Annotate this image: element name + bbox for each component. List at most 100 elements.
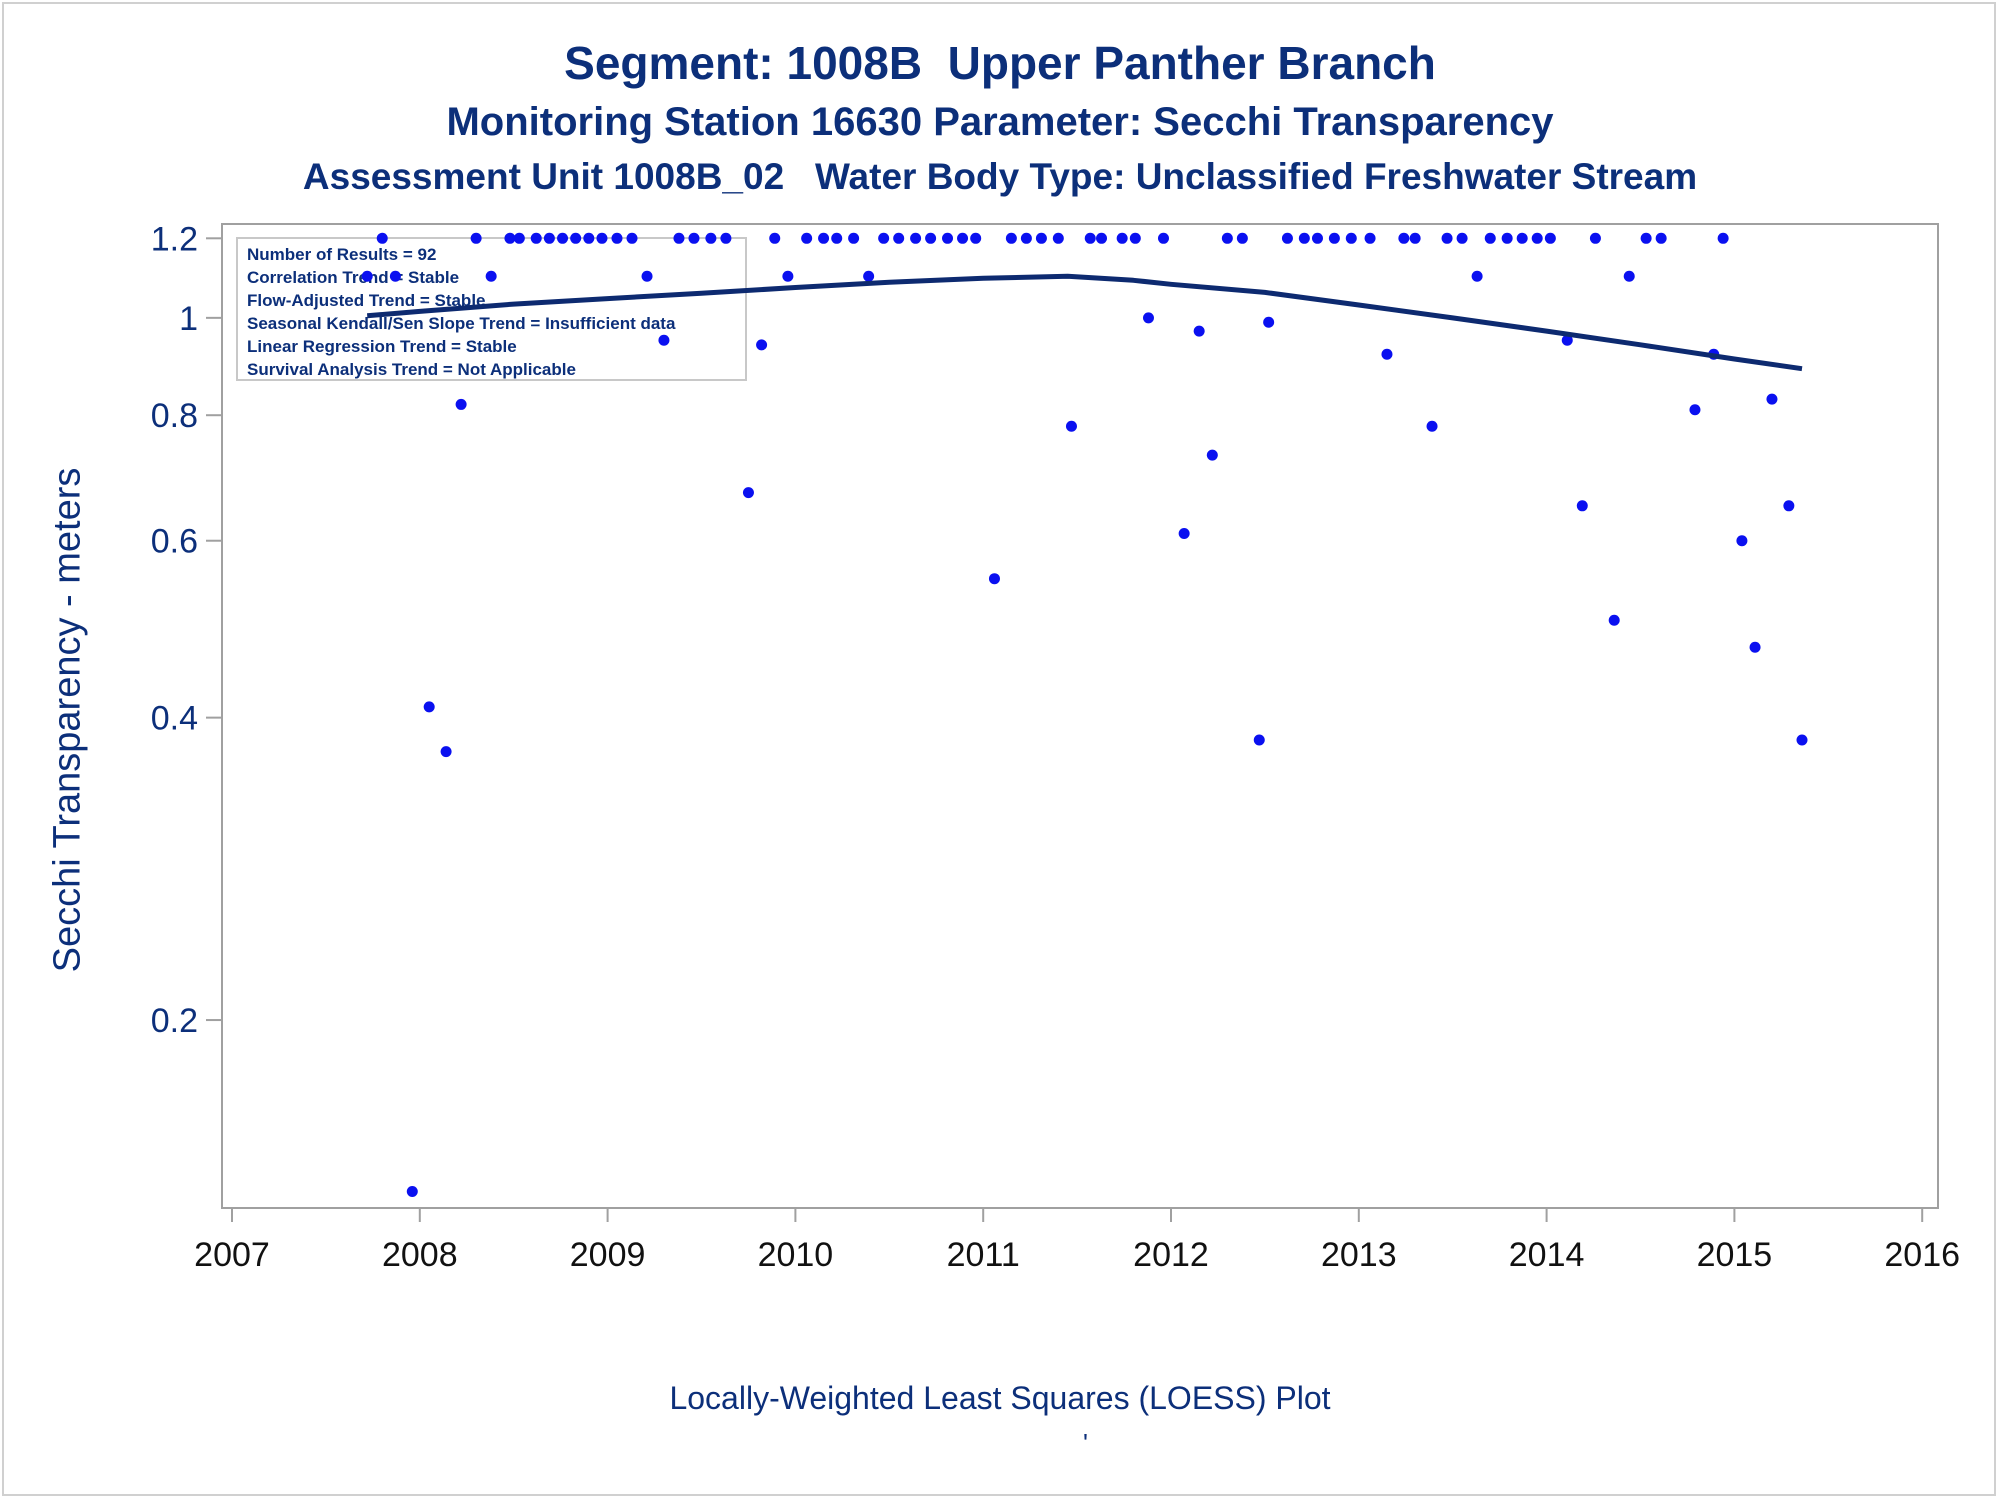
- data-point: [1736, 535, 1748, 547]
- data-point: [1281, 232, 1293, 244]
- footnote: Locally-Weighted Least Squares (LOESS) P…: [669, 1380, 1331, 1416]
- data-point: [863, 270, 875, 282]
- data-points: [361, 232, 1808, 1198]
- data-point: [1766, 393, 1778, 405]
- data-point: [1157, 232, 1169, 244]
- data-point: [1096, 232, 1108, 244]
- data-point: [742, 487, 754, 499]
- stats-line: Seasonal Kendall/Sen Slope Trend = Insuf…: [247, 314, 676, 333]
- stats-line: Survival Analysis Trend = Not Applicable: [247, 360, 576, 379]
- data-point: [389, 270, 401, 282]
- data-point: [485, 270, 497, 282]
- x-tick-label: 2014: [1509, 1236, 1585, 1274]
- y-tick-label: 1.2: [151, 220, 198, 258]
- data-point: [361, 270, 373, 282]
- data-point: [423, 701, 435, 713]
- data-point: [1409, 232, 1421, 244]
- stats-line: Correlation Trend = Stable: [247, 268, 459, 287]
- data-point: [769, 232, 781, 244]
- data-point: [626, 232, 638, 244]
- data-point: [596, 232, 608, 244]
- y-axis-ticks: 0.2 0.4 0.6 0.8 1 1.2: [151, 220, 222, 1040]
- data-point: [1717, 232, 1729, 244]
- x-axis-ticks: 2007 2008 2009 2010 2011 2012 2013 2014 2015 2016: [194, 1208, 1960, 1274]
- y-tick-label: 0.8: [151, 397, 198, 435]
- data-point: [1623, 270, 1635, 282]
- data-point: [470, 232, 482, 244]
- data-point: [893, 232, 905, 244]
- data-point: [1253, 734, 1265, 746]
- data-point: [376, 232, 388, 244]
- stats-box: Number of Results = 92 Correlation Trend …: [236, 237, 747, 381]
- data-point: [1516, 232, 1528, 244]
- y-tick-label: 0.6: [151, 523, 198, 561]
- data-point: [818, 232, 830, 244]
- loess-line: [366, 273, 1803, 372]
- data-point: [1311, 232, 1323, 244]
- data-point: [1544, 232, 1556, 244]
- data-point: [848, 232, 860, 244]
- x-tick-label: 2007: [194, 1236, 270, 1274]
- stats-line: Linear Regression Trend = Stable: [247, 337, 517, 356]
- x-tick-label: 2015: [1697, 1236, 1773, 1274]
- data-point: [658, 334, 670, 346]
- data-point: [1263, 316, 1275, 328]
- x-tick-label: 2013: [1321, 1236, 1397, 1274]
- data-point: [1484, 232, 1496, 244]
- data-point: [570, 232, 582, 244]
- data-point: [970, 232, 982, 244]
- data-point: [1298, 232, 1310, 244]
- x-tick-label: 2009: [570, 1236, 646, 1274]
- data-point: [1035, 232, 1047, 244]
- data-point: [583, 232, 595, 244]
- data-point: [611, 232, 623, 244]
- data-point: [1589, 232, 1601, 244]
- data-point: [1456, 232, 1468, 244]
- y-tick-label: 0.4: [151, 700, 198, 738]
- data-point: [782, 270, 794, 282]
- data-point: [1206, 449, 1218, 461]
- data-point: [504, 232, 516, 244]
- plot-area: [221, 223, 1939, 1209]
- data-point: [1749, 641, 1761, 653]
- data-point: [543, 232, 555, 244]
- data-point: [1796, 734, 1808, 746]
- data-point: [440, 746, 452, 758]
- data-point: [957, 232, 969, 244]
- data-point: [641, 270, 653, 282]
- data-point: [1065, 420, 1077, 432]
- data-point: [1576, 500, 1588, 512]
- data-point: [1426, 420, 1438, 432]
- data-point: [1116, 232, 1128, 244]
- data-point: [1783, 500, 1795, 512]
- data-point: [801, 232, 813, 244]
- y-tick-label: 1: [179, 300, 198, 338]
- stats-line: Number of Results = 92: [247, 245, 436, 264]
- data-point: [942, 232, 954, 244]
- data-point: [1221, 232, 1233, 244]
- data-point: [1129, 232, 1141, 244]
- data-point: [557, 232, 569, 244]
- data-point: [1531, 232, 1543, 244]
- data-point: [1655, 232, 1667, 244]
- data-point: [1501, 232, 1513, 244]
- data-point: [878, 232, 890, 244]
- data-point: [1236, 232, 1248, 244]
- data-point: [1471, 270, 1483, 282]
- stats-box-border: [236, 237, 747, 381]
- footnote-mark: ': [1083, 1428, 1088, 1458]
- data-point: [673, 232, 685, 244]
- data-point: [1608, 614, 1620, 626]
- data-point: [1142, 312, 1154, 324]
- chart-subtitle: Monitoring Station 16630 Parameter: Secc…: [446, 100, 1554, 144]
- data-point: [1084, 232, 1096, 244]
- data-point: [1689, 404, 1701, 416]
- data-point: [406, 1186, 418, 1198]
- chart-subtitle-2: Assessment Unit 1008B_02 Water Body Type…: [302, 156, 1698, 197]
- data-point: [1328, 232, 1340, 244]
- data-point: [688, 232, 700, 244]
- data-point: [1640, 232, 1652, 244]
- stats-line: Flow-Adjusted Trend = Stable: [247, 291, 486, 310]
